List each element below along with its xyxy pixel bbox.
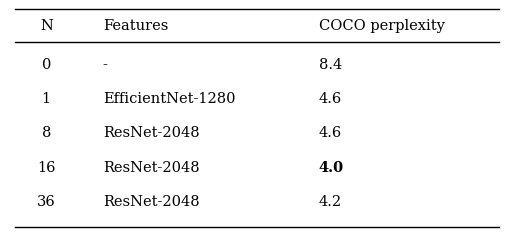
Text: COCO perplexity: COCO perplexity <box>319 19 445 33</box>
Text: -: - <box>103 58 107 72</box>
Text: 4.6: 4.6 <box>319 92 342 106</box>
Text: 36: 36 <box>37 195 56 209</box>
Text: 16: 16 <box>37 160 56 175</box>
Text: 1: 1 <box>42 92 51 106</box>
Text: 4.6: 4.6 <box>319 126 342 140</box>
Text: N: N <box>40 19 53 33</box>
Text: 4.2: 4.2 <box>319 195 342 209</box>
Text: 4.0: 4.0 <box>319 160 344 175</box>
Text: Features: Features <box>103 19 168 33</box>
Text: ResNet-2048: ResNet-2048 <box>103 160 199 175</box>
Text: EfficientNet-1280: EfficientNet-1280 <box>103 92 235 106</box>
Text: ResNet-2048: ResNet-2048 <box>103 126 199 140</box>
Text: ResNet-2048: ResNet-2048 <box>103 195 199 209</box>
Text: 8: 8 <box>42 126 51 140</box>
Text: 0: 0 <box>42 58 51 72</box>
Text: 8.4: 8.4 <box>319 58 342 72</box>
